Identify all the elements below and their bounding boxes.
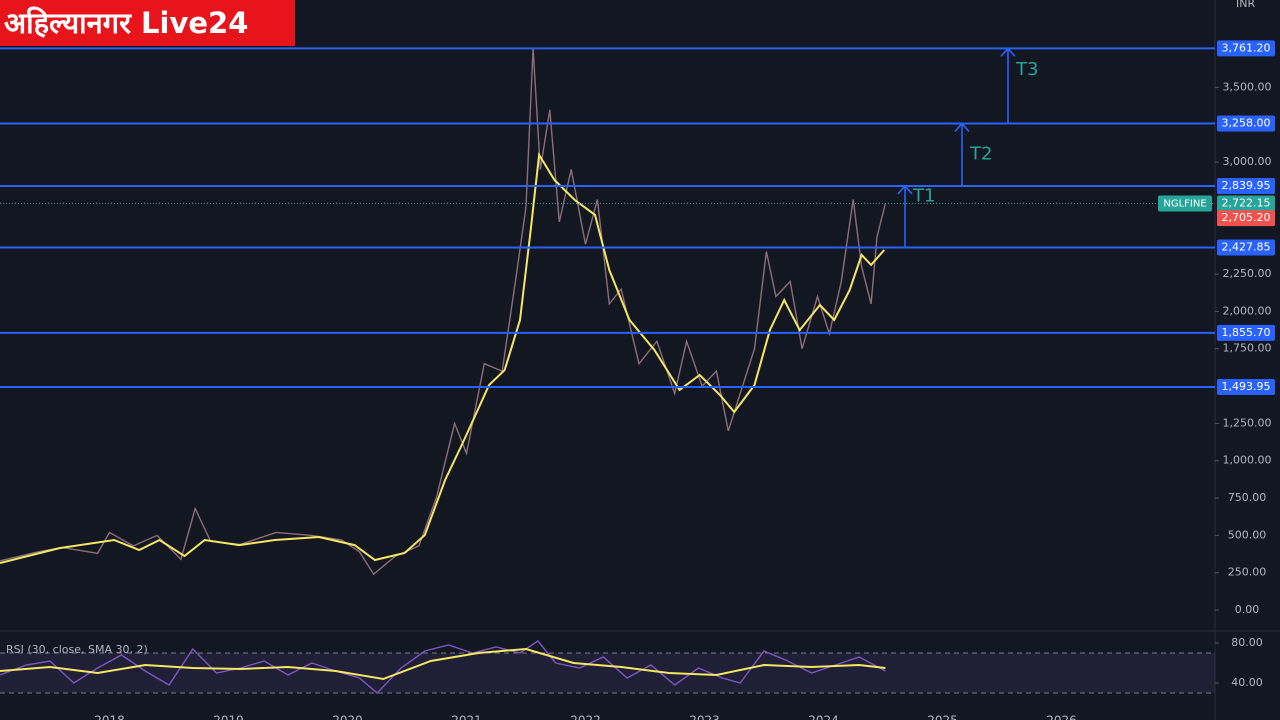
y-tick-label: 1,000.00 (1223, 454, 1272, 467)
price-label: 2,722.15 (1222, 197, 1271, 210)
level-label: 1,855.70 (1222, 326, 1271, 339)
x-tick-label: 2023 (689, 714, 720, 720)
x-tick-label: 2018 (94, 714, 125, 720)
target-label: T2 (969, 144, 992, 165)
level-label-box (1217, 40, 1275, 57)
y-tick-label: 250.00 (1228, 566, 1267, 579)
branding: अहिल्यानगर Live24 (4, 6, 248, 40)
level-label-box (1217, 324, 1275, 341)
target-arrow (897, 184, 913, 248)
target-label: T1 (912, 186, 935, 207)
y-tick-label: 40.00 (1231, 676, 1263, 689)
y-tick-label: 2,250.00 (1223, 267, 1272, 280)
y-tick-label: 1,750.00 (1223, 342, 1272, 355)
series-line (0, 647, 886, 681)
branding-box (0, 0, 295, 46)
target-arrow (1000, 47, 1016, 124)
level-label: 2,839.95 (1222, 179, 1271, 192)
y-tick-label: 750.00 (1228, 491, 1267, 504)
level-label: 3,258.00 (1222, 117, 1271, 130)
x-tick-label: 2020 (332, 714, 363, 720)
price-label-box (1217, 195, 1275, 212)
level-label-box (1217, 378, 1275, 395)
y-tick-label: 0.00 (1235, 603, 1260, 616)
level-label-box (1217, 239, 1275, 256)
y-tick-label: 1,250.00 (1223, 416, 1272, 429)
target-arrow (954, 122, 970, 186)
y-tick-label: 3,000.00 (1223, 155, 1272, 168)
y-tick-label: 500.00 (1228, 528, 1267, 541)
series-line (0, 640, 886, 694)
y-tick-label: 2,000.00 (1223, 304, 1272, 317)
x-tick-label: 2024 (808, 714, 839, 720)
price-label-box (1217, 210, 1275, 227)
level-label: 3,761.20 (1222, 41, 1271, 54)
ticker-box (1158, 195, 1212, 212)
x-tick-label: 2025 (927, 714, 958, 720)
y-tick-label: 80.00 (1231, 636, 1263, 649)
x-tick-label: 2019 (213, 714, 244, 720)
x-tick-label: 2021 (451, 714, 482, 720)
level-label-box (1217, 177, 1275, 194)
rsi-band (0, 653, 1215, 693)
currency: INR (1236, 0, 1255, 10)
x-tick-label: 2022 (570, 714, 601, 720)
level-label-box (1217, 115, 1275, 132)
level-label: 2,427.85 (1222, 240, 1271, 253)
target-label: T3 (1015, 59, 1038, 80)
price-label: 2,705.20 (1222, 211, 1271, 224)
ticker-label: NGLFINE (1163, 199, 1206, 210)
x-tick-label: 2026 (1046, 714, 1077, 720)
series-line (0, 151, 885, 564)
level-label: 1,493.95 (1222, 380, 1271, 393)
y-tick-label: 3,500.00 (1223, 80, 1272, 93)
